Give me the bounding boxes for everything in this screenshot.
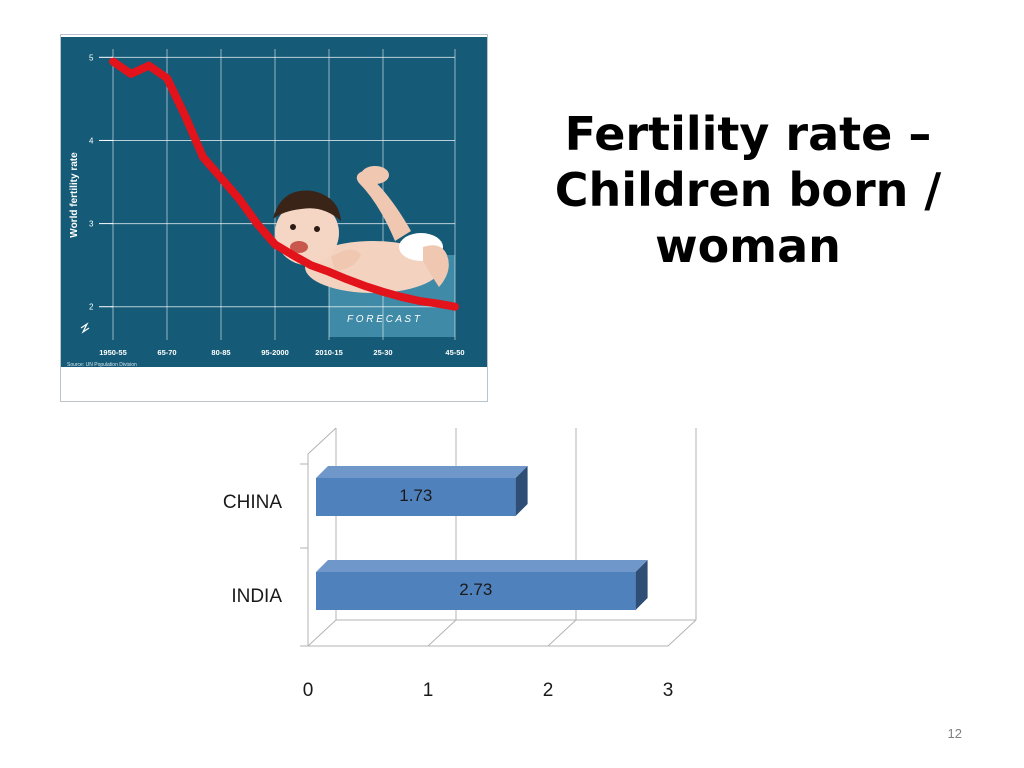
bar-end-face [635,560,648,610]
bar-data-label: 1.73 [399,486,432,505]
bar-floor-line [547,619,577,647]
fertility-x-tick-label: 95-2000 [261,348,289,357]
slide-title: Fertility rate – Children born / woman [554,107,942,273]
fertility-y-tick-label: 2 [89,303,94,312]
bar-china [316,478,516,516]
bar-x-ticks: 0 1 2 3 [303,680,674,701]
fertility-y-tick-label: 4 [89,136,94,145]
bar-end-face [515,466,528,516]
bar-x-tick-label: 0 [303,680,314,701]
country-fertility-chart: 1.73 2.73 CHINA INDIA 0 1 2 3 [200,420,720,715]
bar-floor-line [427,619,457,647]
fertility-x-tick-label: 45-50 [445,348,464,357]
baby-mouth [290,241,308,253]
fertility-y-tick-label: 3 [89,220,94,229]
fertility-x-tick-label: 1950-55 [99,348,127,357]
fertility-x-tick-label: 25-30 [373,348,392,357]
forecast-label: F O R E C A S T [347,314,421,325]
bar-india [316,572,636,610]
bar-x-tick-label: 1 [423,680,434,701]
bar-data-label: 2.73 [459,580,492,599]
world-fertility-svg: F O R E C A S T World fertility rate 5 4 3… [61,35,487,401]
baby-raised-leg [356,171,411,241]
baby-eye-right [314,226,320,232]
fertility-x-tick-label: 65-70 [157,348,176,357]
fertility-x-tick-label: 2010-15 [315,348,343,357]
fertility-y-axis-label: World fertility rate [69,152,80,238]
fertility-x-tick-label: 80-85 [211,348,230,357]
baby-leg [423,245,449,287]
bar-floor-line [307,619,337,647]
baby-arm [331,249,361,271]
fertility-y-tick-label: 5 [89,53,94,62]
bar-x-tick-label: 3 [663,680,674,701]
baby-eye-left [290,224,296,230]
fertility-gridlines [111,49,456,340]
world-fertility-chart: F O R E C A S T World fertility rate 5 4 3… [60,34,488,402]
bar-floor-line [667,619,697,647]
axis-break-icon [80,322,90,334]
bar-left-wall-top [307,427,337,455]
fertility-source-note: Source: UN Population Division [67,362,137,368]
bar-series: 1.73 2.73 [316,466,648,610]
bar-top-face [316,466,528,478]
fertility-trend-line [109,57,459,311]
bar-top-face [316,560,648,572]
bar-category-label: CHINA [223,492,282,513]
bar-gridlines [300,427,697,647]
slide-number: 12 [947,726,962,741]
baby-foot [361,166,389,184]
bar-category-label: INDIA [231,586,282,607]
baby-hair [273,190,341,221]
country-fertility-svg: 1.73 2.73 CHINA INDIA 0 1 2 3 [223,427,697,701]
fertility-x-ticks: 1950-55 65-70 80-85 95-2000 2010-15 25-30 45-5… [99,348,464,357]
bar-x-tick-label: 2 [543,680,554,701]
bar-category-labels: CHINA INDIA [223,492,282,607]
fertility-y-ticks: 5 4 3 2 [89,53,113,312]
